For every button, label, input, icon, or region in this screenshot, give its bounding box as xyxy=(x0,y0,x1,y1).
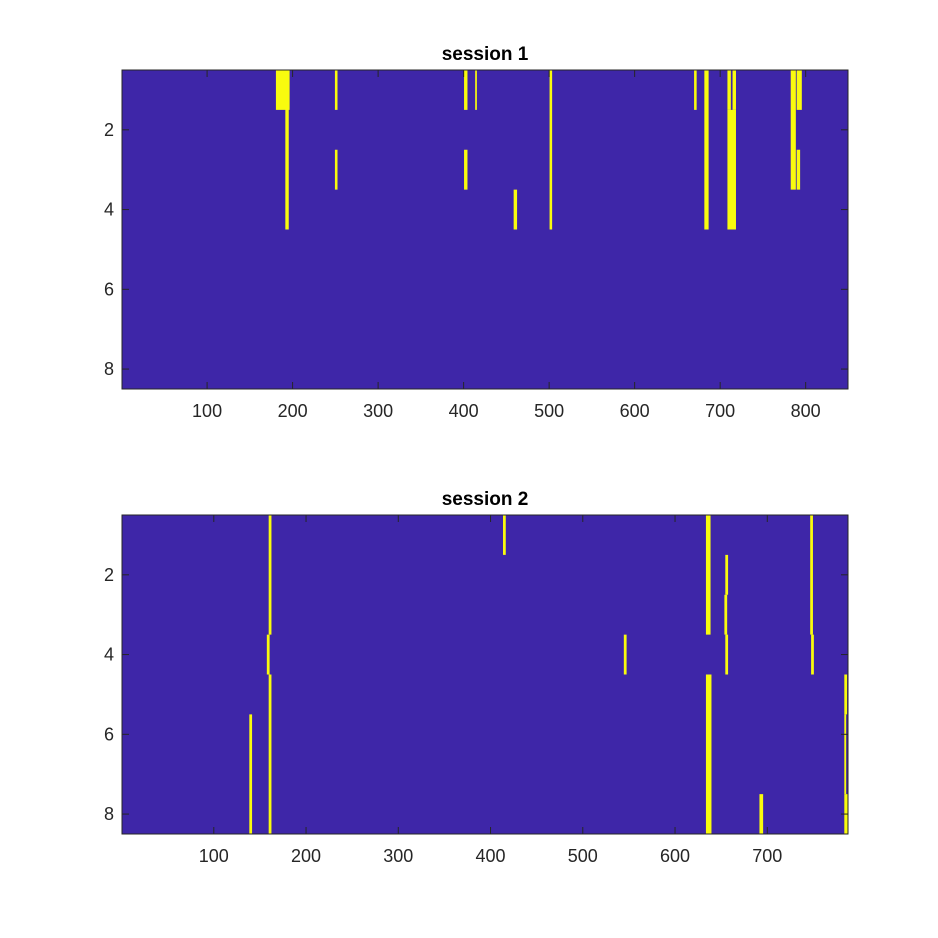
x-tick-label: 400 xyxy=(476,846,506,866)
x-tick-label: 200 xyxy=(291,846,321,866)
x-tick-label: 200 xyxy=(278,401,308,421)
event-cell xyxy=(475,70,477,110)
event-cell xyxy=(334,149,338,190)
event-cell xyxy=(623,634,627,675)
event-cell xyxy=(811,634,814,675)
event-cell xyxy=(725,634,729,675)
x-tick-label: 600 xyxy=(660,846,690,866)
event-cell xyxy=(724,594,728,635)
event-cell xyxy=(513,189,518,230)
event-cell xyxy=(727,109,736,230)
event-cell xyxy=(464,70,468,110)
event-cell xyxy=(705,515,711,635)
x-tick-label: 500 xyxy=(534,401,564,421)
event-cell xyxy=(285,70,289,230)
event-cell xyxy=(464,149,468,190)
chart-title-session-1: session 1 xyxy=(442,44,529,65)
x-tick-label: 700 xyxy=(705,401,735,421)
subplot-session-2: session 2 100 200 300 400 500 600 700 2 4 6 8 xyxy=(104,489,849,866)
y-tick-label: 6 xyxy=(104,279,114,299)
axis-ticks-session-2: 100 200 300 400 500 600 700 2 4 6 8 xyxy=(104,515,848,866)
event-cell xyxy=(694,70,697,110)
event-cell xyxy=(810,515,813,635)
y-tick-label: 2 xyxy=(104,120,114,140)
event-cell xyxy=(704,70,709,230)
event-cell xyxy=(844,674,848,715)
y-tick-label: 4 xyxy=(104,200,114,220)
x-tick-label: 400 xyxy=(449,401,479,421)
x-tick-label: 300 xyxy=(383,846,413,866)
event-cell xyxy=(334,70,338,110)
axes-frame-session-1 xyxy=(121,69,849,390)
event-cell xyxy=(759,794,764,835)
x-tick-label: 600 xyxy=(620,401,650,421)
chart-title-session-2: session 2 xyxy=(442,489,529,510)
y-tick-label: 8 xyxy=(104,359,114,379)
x-tick-label: 500 xyxy=(568,846,598,866)
event-cell xyxy=(268,515,272,635)
event-cell xyxy=(249,714,253,835)
heatmap-plot-area-session-2 xyxy=(122,515,848,834)
subplot-session-1: session 1 100 200 300 400 500 600 700 800 2 4 6 8 xyxy=(104,44,849,421)
y-tick-label: 2 xyxy=(104,565,114,585)
event-cell xyxy=(727,70,731,110)
y-tick-label: 6 xyxy=(104,724,114,744)
event-cell xyxy=(268,674,272,834)
event-cell xyxy=(549,70,553,230)
event-cell xyxy=(844,714,847,795)
event-cell xyxy=(502,515,506,555)
x-tick-label: 100 xyxy=(199,846,229,866)
event-cells-session-1 xyxy=(275,70,802,230)
axes-frame-session-2 xyxy=(121,514,849,835)
heatmap-plot-area-session-1 xyxy=(122,70,848,389)
x-tick-label: 300 xyxy=(363,401,393,421)
event-cell xyxy=(790,70,796,190)
x-tick-label: 100 xyxy=(192,401,222,421)
axis-ticks-session-1: 100 200 300 400 500 600 700 800 2 4 6 8 xyxy=(104,70,848,421)
y-tick-label: 8 xyxy=(104,804,114,824)
x-tick-label: 800 xyxy=(791,401,821,421)
event-cell xyxy=(796,149,801,190)
event-cell xyxy=(732,70,736,110)
event-cell xyxy=(796,70,802,110)
event-cell xyxy=(266,634,270,675)
x-tick-label: 700 xyxy=(752,846,782,866)
event-cell xyxy=(725,554,729,595)
y-tick-label: 4 xyxy=(104,645,114,665)
event-cell xyxy=(705,674,712,834)
